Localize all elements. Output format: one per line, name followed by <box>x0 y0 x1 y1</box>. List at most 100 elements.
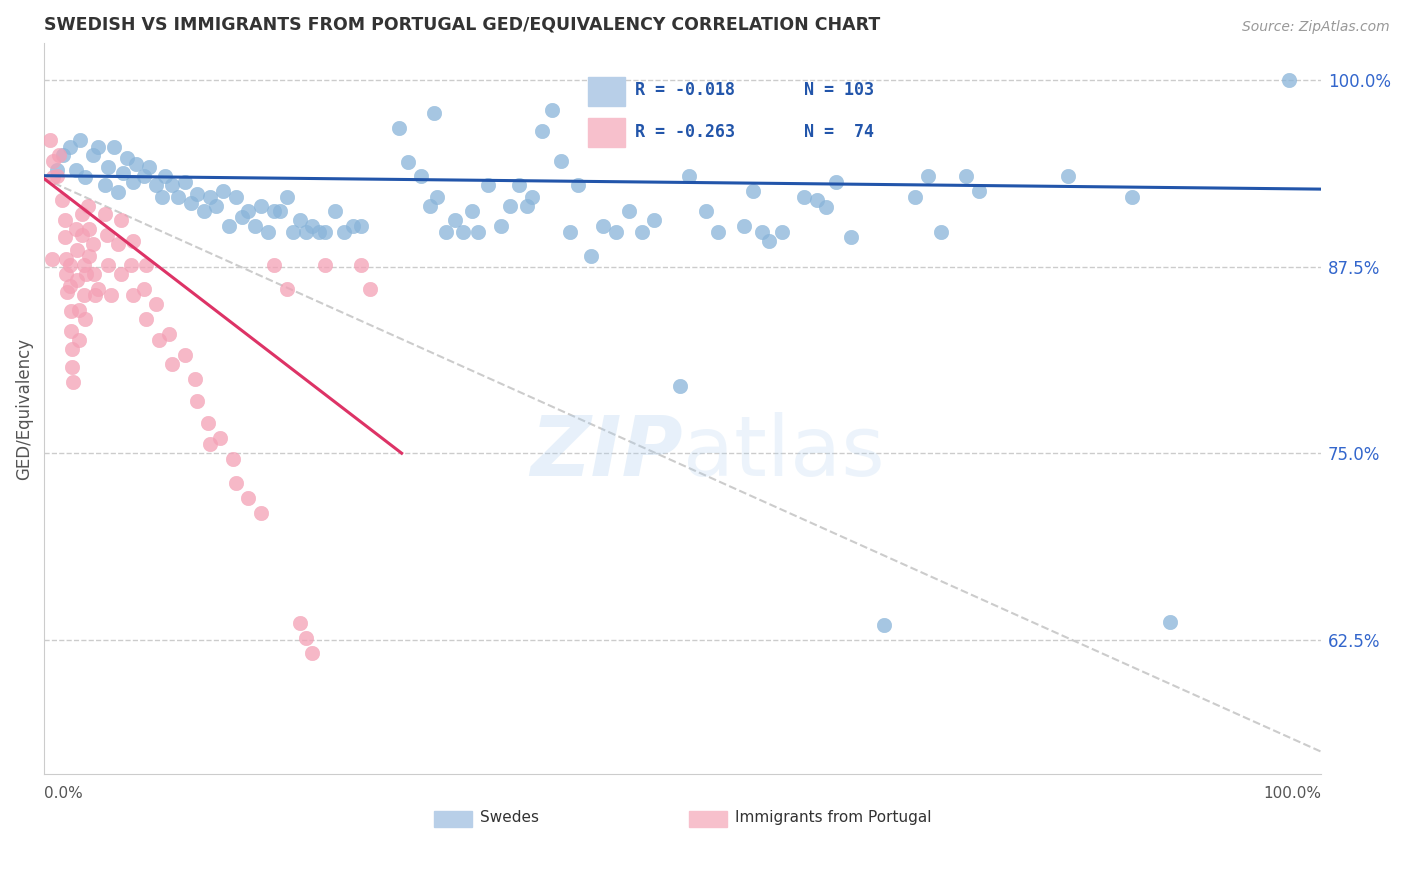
Point <box>350 258 373 272</box>
Point <box>281 226 304 240</box>
Point <box>125 157 148 171</box>
Point <box>65 222 87 236</box>
Point <box>122 175 145 189</box>
Point <box>592 219 614 234</box>
Point <box>66 244 89 258</box>
Point <box>288 616 311 631</box>
Point <box>295 632 318 646</box>
Point <box>707 226 730 240</box>
Point <box>193 204 215 219</box>
Point <box>138 160 160 174</box>
Point <box>301 219 323 234</box>
Point <box>59 324 82 338</box>
Point <box>160 357 183 371</box>
Point <box>69 133 91 147</box>
Point <box>59 140 82 154</box>
Point <box>148 333 170 347</box>
Point <box>59 279 82 293</box>
Point <box>87 140 110 154</box>
Point <box>567 178 589 192</box>
Point <box>314 226 336 240</box>
Point <box>42 170 65 185</box>
Point <box>678 169 700 183</box>
Point <box>45 169 67 183</box>
Point <box>451 226 474 240</box>
Point <box>173 175 195 189</box>
Point <box>97 160 120 174</box>
Point <box>579 249 602 263</box>
Point <box>51 193 73 207</box>
Point <box>45 162 67 177</box>
Point <box>167 189 190 203</box>
Point <box>73 288 96 302</box>
Text: SWEDISH VS IMMIGRANTS FROM PORTUGAL GED/EQUIVALENCY CORRELATION CHART: SWEDISH VS IMMIGRANTS FROM PORTUGAL GED/… <box>44 15 880 33</box>
Point <box>59 304 82 318</box>
Point <box>967 184 990 198</box>
Point <box>231 211 253 225</box>
Point <box>67 303 90 318</box>
Point <box>197 417 219 431</box>
Point <box>333 226 356 240</box>
Point <box>422 106 444 120</box>
Point <box>520 189 543 203</box>
Point <box>560 226 582 240</box>
Point <box>263 204 285 219</box>
Text: 100.0%: 100.0% <box>1263 786 1322 801</box>
Point <box>75 267 97 281</box>
Point <box>243 219 266 234</box>
Point <box>107 185 129 199</box>
Point <box>73 170 96 185</box>
Point <box>238 204 260 219</box>
Point <box>157 326 180 341</box>
Point <box>67 333 90 347</box>
Text: 0.0%: 0.0% <box>44 786 83 801</box>
Point <box>120 258 142 272</box>
Point <box>94 207 117 221</box>
Point <box>83 267 105 281</box>
Point <box>115 151 138 165</box>
Point <box>301 646 323 660</box>
Point <box>55 267 77 281</box>
Point <box>96 228 118 243</box>
Point <box>76 198 98 212</box>
Point <box>186 186 208 201</box>
Point <box>198 437 221 451</box>
Point <box>135 258 157 272</box>
Point <box>359 282 381 296</box>
Point <box>62 375 84 389</box>
Point <box>55 252 77 267</box>
Point <box>824 175 846 189</box>
Point <box>263 258 285 272</box>
Point <box>770 226 793 240</box>
Text: ZIP: ZIP <box>530 412 682 492</box>
Point <box>186 394 208 409</box>
FancyBboxPatch shape <box>433 811 472 827</box>
Text: Swedes: Swedes <box>479 811 538 825</box>
Point <box>695 204 717 219</box>
Point <box>135 312 157 326</box>
Point <box>60 359 83 374</box>
Point <box>1159 615 1181 629</box>
Point <box>426 189 449 203</box>
Point <box>550 153 572 168</box>
Point <box>256 226 278 240</box>
Point <box>955 169 977 183</box>
Point <box>82 148 104 162</box>
Point <box>145 178 167 192</box>
Point <box>212 184 235 198</box>
Point <box>42 153 65 168</box>
Point <box>630 226 652 240</box>
Point <box>733 219 755 234</box>
Point <box>225 476 247 491</box>
Point <box>617 204 640 219</box>
Point <box>72 228 94 243</box>
Point <box>288 213 311 227</box>
Point <box>73 258 96 272</box>
Point <box>250 198 273 212</box>
Point <box>917 169 939 183</box>
Point <box>82 237 104 252</box>
Point <box>77 249 100 263</box>
Point <box>1057 169 1080 183</box>
Point <box>643 213 665 227</box>
Point <box>1278 73 1301 87</box>
